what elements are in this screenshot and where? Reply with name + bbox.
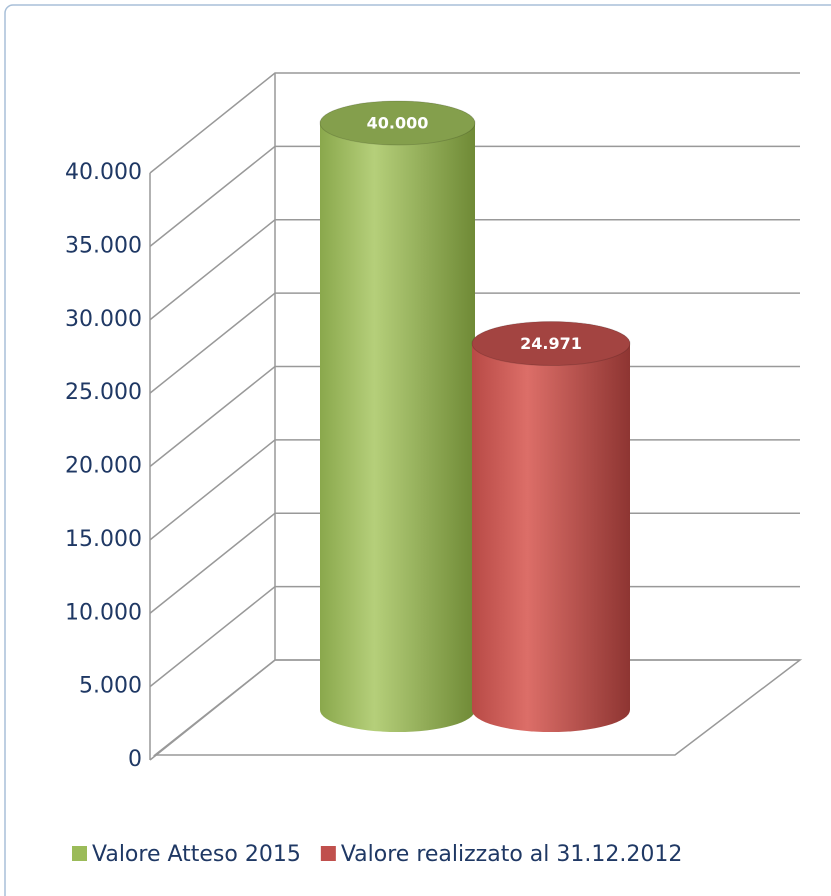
cylinder: [472, 321, 630, 732]
y-tick-label: 15.000: [65, 527, 142, 552]
y-tick-label: 30.000: [65, 307, 142, 332]
y-tick-label: 35.000: [65, 233, 142, 258]
y-tick-label: 5.000: [79, 674, 142, 699]
y-tick-label: 0: [128, 747, 142, 772]
frame: [4, 4, 831, 896]
y-tick-label: 25.000: [65, 380, 142, 405]
cylinder: [320, 101, 475, 733]
value-label: 40.000: [367, 114, 429, 133]
cylinder-top: [319, 100, 476, 146]
y-tick-label: 20.000: [65, 454, 142, 479]
legend-label: Valore Atteso 2015: [92, 842, 301, 867]
value-label: 24.971: [520, 334, 582, 353]
legend-label: Valore realizzato al 31.12.2012: [341, 842, 683, 867]
legend-swatch: [72, 846, 87, 861]
cylinder-top: [471, 321, 631, 367]
y-tick-label: 40.000: [65, 160, 142, 185]
y-tick-label: 10.000: [65, 600, 142, 625]
legend-swatch: [320, 846, 336, 861]
